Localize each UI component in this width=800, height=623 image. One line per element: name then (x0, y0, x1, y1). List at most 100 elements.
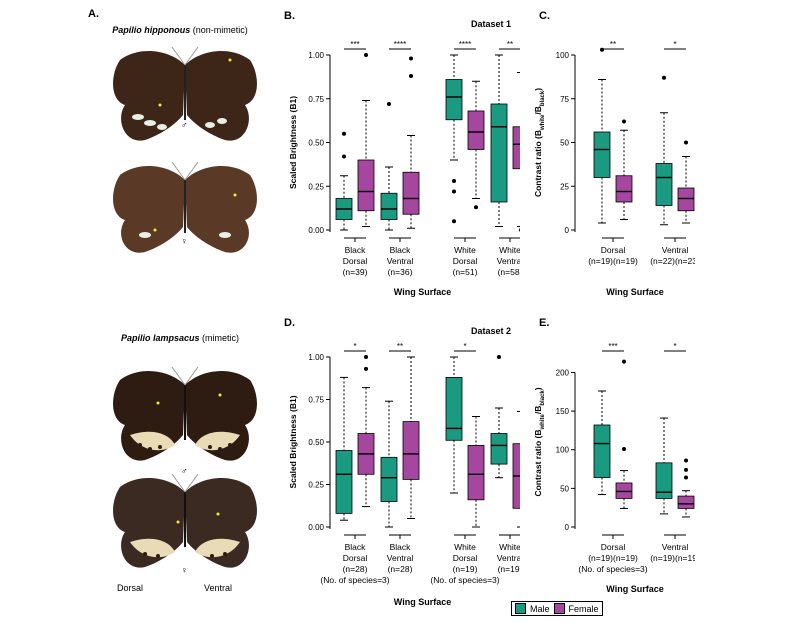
species-2-name: Papilio lampsacus (120, 333, 200, 343)
y-tick-label: 50 (560, 139, 569, 148)
y-axis-label: Scaled Brightness (B1) (288, 96, 298, 189)
panel-letter: E. (539, 317, 549, 329)
box-female (357, 159, 375, 212)
species-2-title: Papilio lampsacus (mimetic) (80, 333, 280, 343)
y-tick-label: 200 (556, 368, 570, 377)
outlier-point (452, 189, 456, 194)
x-group-label: Dorsal (343, 553, 368, 563)
species-1-name: Papilio hipponous (112, 25, 191, 35)
significance-label: * (353, 342, 356, 351)
box-female (677, 495, 695, 509)
box-female (467, 110, 485, 150)
x-group-label: (n=22)(n=23) (650, 256, 695, 266)
x-group-label: Ventral (497, 553, 520, 563)
y-tick-label: 25 (560, 182, 569, 191)
outlier-point (364, 53, 368, 57)
chart-panel-e: E. 0 50 100 150 200 Contrast ratio (Bwhite/Bbl… (535, 317, 695, 594)
outlier-point (409, 56, 413, 61)
ventral-label: Ventral (204, 583, 233, 593)
outlier-point (684, 458, 688, 463)
x-group-label: (n=19)(n=19) (588, 256, 638, 266)
chart-panel-c: C. 0 25 50 75 100 Contrast ratio (Bwhite/Bblac… (535, 10, 695, 297)
y-tick-label: 0.50 (308, 438, 324, 447)
x-axis-label: Wing Surface (394, 597, 451, 607)
box-male (655, 462, 673, 499)
box-male (445, 377, 463, 441)
y-tick-label: 0.75 (308, 396, 324, 405)
x-group-label: Dorsal (601, 542, 626, 552)
box-male (593, 131, 611, 178)
outlier-point (452, 179, 456, 183)
outlier-point (497, 355, 501, 359)
legend-swatch-male (515, 603, 526, 614)
y-tick-label: 0.25 (308, 182, 324, 191)
x-group-label: (n=58) (498, 267, 520, 277)
x-group-label: Ventral (387, 553, 414, 563)
outlier-point (364, 366, 368, 371)
significance-label: * (673, 342, 676, 351)
outlier-point (622, 359, 626, 364)
female-symbol-1: ♀ (181, 236, 188, 246)
species-1-note: (non-mimetic) (192, 25, 248, 35)
x-group-label: (n=19)(n=19) (650, 553, 695, 563)
panel-a-letter: A. (88, 8, 99, 20)
y-tick-label: 100 (556, 446, 570, 455)
significance-label: ** (397, 342, 403, 351)
x-group-label: Ventral (662, 542, 689, 552)
y-tick-label: 0 (565, 226, 570, 235)
x-group-label: Ventral (497, 256, 520, 266)
significance-label: *** (608, 342, 617, 351)
outlier-point (474, 205, 478, 210)
x-group-label: Dorsal (453, 553, 478, 563)
y-tick-label: 0 (565, 523, 570, 532)
y-axis-label: Contrast ratio (Bwhite/Bblack) (535, 387, 546, 496)
box-male (490, 433, 508, 465)
x-group-label: Black (390, 542, 412, 552)
x-group-label: White (499, 245, 520, 255)
box-female (615, 482, 633, 499)
x-axis-label: Wing Surface (606, 287, 663, 297)
butterfly-image-lampsacus-male (113, 366, 257, 461)
box-female (467, 444, 485, 501)
x-group-label: (No. of species=3) (320, 575, 389, 585)
box-male (335, 450, 353, 514)
legend-label-female: Female (568, 603, 599, 614)
y-axis-label: Contrast ratio (Bwhite/Bblack) (535, 88, 546, 197)
x-axis-label: Wing Surface (394, 287, 451, 297)
x-group-label: Black (345, 542, 367, 552)
x-group-label: (n=28) (388, 564, 413, 574)
y-tick-label: 150 (556, 407, 570, 416)
outlier-point (684, 140, 688, 145)
outlier-point (342, 154, 346, 159)
box-male (380, 192, 398, 220)
y-tick-label: 0.25 (308, 481, 324, 490)
chart-title: Dataset 1 (471, 19, 511, 29)
significance-label: **** (459, 40, 471, 49)
significance-label: **** (394, 40, 406, 49)
butterfly-image-hipponous-male (113, 46, 257, 141)
y-tick-label: 0.75 (308, 95, 324, 104)
box-female (677, 187, 695, 212)
x-group-label: Black (345, 245, 367, 255)
significance-label: *** (350, 40, 359, 49)
y-tick-label: 0.50 (308, 139, 324, 148)
legend-swatch-female (553, 603, 565, 614)
box-female (402, 421, 420, 480)
x-group-label: (n=51) (453, 267, 478, 277)
x-group-label: Dorsal (601, 245, 626, 255)
y-axis-label: Scaled Brightness (B1) (288, 395, 298, 488)
outlier-point (622, 119, 626, 124)
x-group-label: (No. of species=3) (578, 564, 647, 574)
outlier-point (600, 47, 604, 52)
species-1-title: Papilio hipponous (non-mimetic) (80, 25, 280, 35)
x-group-label: (No. of species=3) (430, 575, 499, 585)
box-male (445, 79, 463, 121)
x-group-label: (n=39) (343, 267, 368, 277)
box-male (655, 163, 673, 206)
y-tick-label: 0.00 (308, 523, 324, 532)
box-male (380, 456, 398, 502)
dorsal-label: Dorsal (117, 583, 144, 593)
x-group-label: Ventral (387, 256, 414, 266)
outlier-point (622, 446, 626, 451)
butterfly-image-lampsacus-female (113, 473, 257, 568)
